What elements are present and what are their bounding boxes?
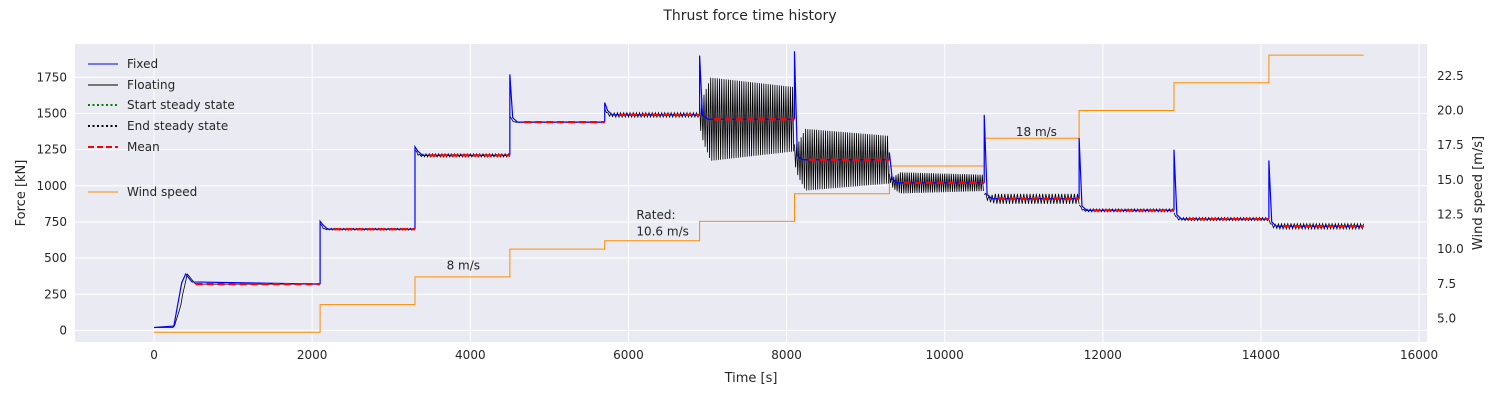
- annotation-label: 8 m/s: [447, 259, 480, 273]
- legend-end-steady-label: End steady state: [127, 119, 228, 133]
- floating-segment: [604, 108, 700, 119]
- annotations: 8 m/s Rated: 10.6 m/s 18 m/s: [447, 125, 1057, 273]
- y-tick-label: 1250: [36, 143, 67, 157]
- y2-tick-label: 7.5: [1437, 277, 1456, 291]
- chart-title: Thrust force time history: [662, 8, 836, 24]
- y-tick-label: 500: [44, 251, 67, 265]
- x-tick-label: 14000: [1242, 348, 1280, 362]
- grid-lines: [75, 44, 1427, 342]
- x-tick-label: 8000: [771, 348, 802, 362]
- annotation-label: 18 m/s: [1016, 125, 1057, 139]
- annotation-label: 10.6 m/s: [636, 225, 689, 239]
- y-tick-label: 1750: [36, 70, 67, 84]
- annotation-label: Rated:: [636, 208, 675, 222]
- floating-segment: [1173, 212, 1270, 222]
- y2-tick-label: 20.0: [1437, 104, 1464, 118]
- x-axis-ticks: 0 2000 4000 6000 8000 10000 12000 14000 16000: [150, 348, 1438, 362]
- legend-wind-label: Wind speed: [127, 185, 197, 199]
- fixed-segment: [154, 272, 321, 329]
- x-tick-label: 6000: [613, 348, 644, 362]
- y2-tick-label: 22.5: [1437, 69, 1464, 83]
- legend-mean-label: Mean: [127, 140, 160, 154]
- y-tick-label: 0: [59, 323, 67, 337]
- x-tick-label: 4000: [455, 348, 486, 362]
- x-tick-label: 0: [150, 348, 158, 362]
- legend-start-steady-label: Start steady state: [127, 98, 235, 112]
- plot-area: [75, 44, 1427, 342]
- x-axis-label: Time [s]: [724, 371, 778, 386]
- y-tick-label: 1500: [36, 106, 67, 120]
- y2-tick-label: 17.5: [1437, 138, 1464, 152]
- y2-tick-label: 5.0: [1437, 311, 1456, 325]
- legend-fixed-label: Fixed: [127, 57, 158, 71]
- y-axis-label: Force [kN]: [14, 160, 29, 227]
- legend: Fixed Floating Start steady state End st…: [88, 57, 235, 199]
- floating-segment: [1268, 219, 1365, 231]
- y-axis-ticks: 0 250 500 750 1000 1250 1500 1750: [36, 70, 67, 337]
- y2-axis-label: Wind speed [m/s]: [1471, 136, 1486, 250]
- y2-tick-label: 15.0: [1437, 173, 1464, 187]
- legend-floating-label: Floating: [127, 78, 175, 92]
- floating-segment: [983, 192, 1080, 204]
- y2-tick-label: 10.0: [1437, 242, 1464, 256]
- y-tick-label: 250: [44, 287, 67, 301]
- y-tick-label: 750: [44, 215, 67, 229]
- wind-speed-series: [154, 54, 1364, 333]
- x-tick-label: 10000: [926, 348, 964, 362]
- y2-tick-label: 12.5: [1437, 207, 1464, 221]
- y-tick-label: 1000: [36, 179, 67, 193]
- floating-segment: [414, 149, 511, 158]
- mean-series: [195, 113, 1364, 286]
- x-tick-label: 12000: [1084, 348, 1122, 362]
- wind-speed-line: [154, 54, 1364, 333]
- floating-segment: [1078, 204, 1175, 213]
- x-tick-label: 2000: [297, 348, 328, 362]
- x-tick-label: 16000: [1400, 348, 1438, 362]
- y2-axis-ticks: 5.0 7.5 10.0 12.5 15.0 17.5 20.0 22.5: [1437, 69, 1464, 326]
